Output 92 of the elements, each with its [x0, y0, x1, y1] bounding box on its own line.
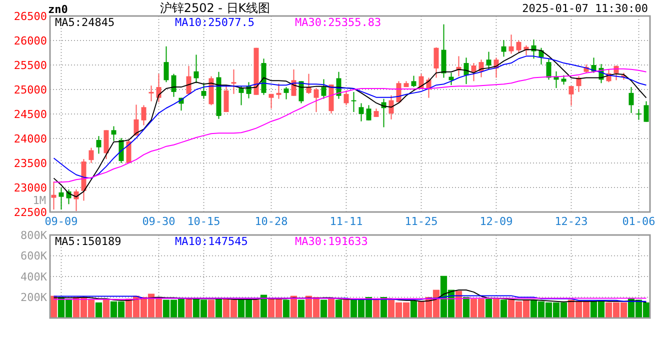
chart-subtitle: 2025-01-07 11:30:00: [522, 2, 648, 15]
candlestick: [104, 130, 109, 160]
candlestick: [141, 104, 146, 126]
candlestick: [516, 40, 522, 54]
candlestick: [231, 68, 236, 94]
chart-title: 沪锌2502 - 日K线图: [160, 1, 270, 15]
candlestick: [284, 86, 289, 100]
candlestick: [111, 126, 116, 142]
candlestick: [546, 58, 552, 80]
bar: [328, 298, 335, 318]
y-tick-label: 200K: [20, 291, 48, 304]
bar: [282, 300, 290, 318]
y-tick-label: 23500: [14, 156, 47, 170]
x-tick-label: 09-09: [44, 215, 78, 228]
x-tick-label: 10-15: [187, 215, 220, 228]
x-tick-label: 09-30: [142, 215, 176, 228]
x-tick-label: 12-09: [480, 215, 513, 228]
candlestick: [276, 83, 282, 100]
candlestick: [58, 187, 64, 210]
candlestick: [201, 82, 206, 100]
text: MA10:147545: [175, 235, 248, 248]
candlestick: [321, 78, 326, 100]
text: MA30:25355.83: [295, 16, 382, 29]
x-tick-label: 10-28: [254, 215, 288, 228]
x-tick-label: 01-06: [622, 215, 656, 228]
y-tick-label: 23000: [14, 181, 47, 194]
bar: [95, 302, 102, 318]
x-tick-label: 11-25: [404, 215, 438, 228]
candlestick: [561, 74, 566, 86]
candlestick: [171, 73, 176, 98]
candlestick: [314, 88, 319, 113]
candlestick: [238, 86, 244, 106]
bar: [260, 294, 268, 318]
candlestick: [96, 136, 102, 154]
candlestick: [576, 76, 582, 92]
text: MA5:24845: [55, 16, 115, 29]
y-tick-label: 25500: [14, 58, 47, 72]
candlestick: [411, 75, 416, 88]
y-tick-label: 26500: [14, 10, 47, 23]
candlestick: [636, 108, 642, 120]
candlestick: [471, 62, 476, 82]
x-tick-label: 12-23: [554, 215, 588, 228]
text: 1M: [32, 194, 46, 207]
candlestick: [88, 147, 94, 164]
candlestick: [51, 181, 56, 210]
candlestick: [366, 104, 372, 121]
candlestick: [568, 86, 574, 106]
candlestick: [388, 94, 394, 120]
x-tick-label: 11-11: [330, 215, 363, 228]
bar: [298, 300, 305, 318]
candlestick: [194, 54, 199, 84]
y-tick-label: 600K: [20, 250, 48, 263]
bar: [185, 298, 192, 318]
candlestick: [486, 51, 492, 70]
candlestick: [644, 100, 649, 122]
bar: [500, 300, 508, 318]
bar: [208, 300, 215, 318]
candlestick: [441, 24, 446, 78]
y-tick-label: 25000: [14, 83, 47, 96]
candlestick: [351, 91, 356, 113]
y-tick-label: 400K: [20, 270, 48, 284]
candlestick: [358, 102, 364, 122]
candlestick: [186, 65, 192, 94]
bar: [252, 300, 260, 318]
y-tick-label: 800K: [20, 228, 48, 242]
bar: [320, 300, 328, 318]
candlestick: [501, 40, 506, 58]
candlestick: [268, 93, 274, 110]
candlestick: [628, 86, 634, 114]
bar: [462, 297, 470, 318]
candlestick: [224, 85, 229, 113]
text: MA10:25077.5: [175, 16, 254, 29]
y-tick-label: 24000: [14, 132, 47, 146]
y-tick-label: 26000: [14, 34, 47, 48]
candlestick: [148, 85, 154, 102]
text: MA30:191633: [295, 235, 368, 248]
bar: [335, 300, 342, 318]
candlestick: [344, 90, 349, 106]
bar: [372, 300, 380, 318]
annotation: zn0: [48, 3, 68, 16]
y-tick-label: 24500: [14, 108, 47, 121]
candlestick: [164, 46, 169, 83]
candlestick: [508, 34, 514, 54]
y-tick-label: 22500: [14, 206, 47, 219]
bar: [342, 300, 350, 318]
text: MA5:150189: [55, 235, 122, 248]
candlestick: [134, 104, 139, 136]
bar: [485, 298, 492, 318]
candlestick: [434, 46, 439, 78]
bar: [492, 298, 500, 318]
bar: [102, 299, 110, 318]
bar: [410, 300, 418, 318]
